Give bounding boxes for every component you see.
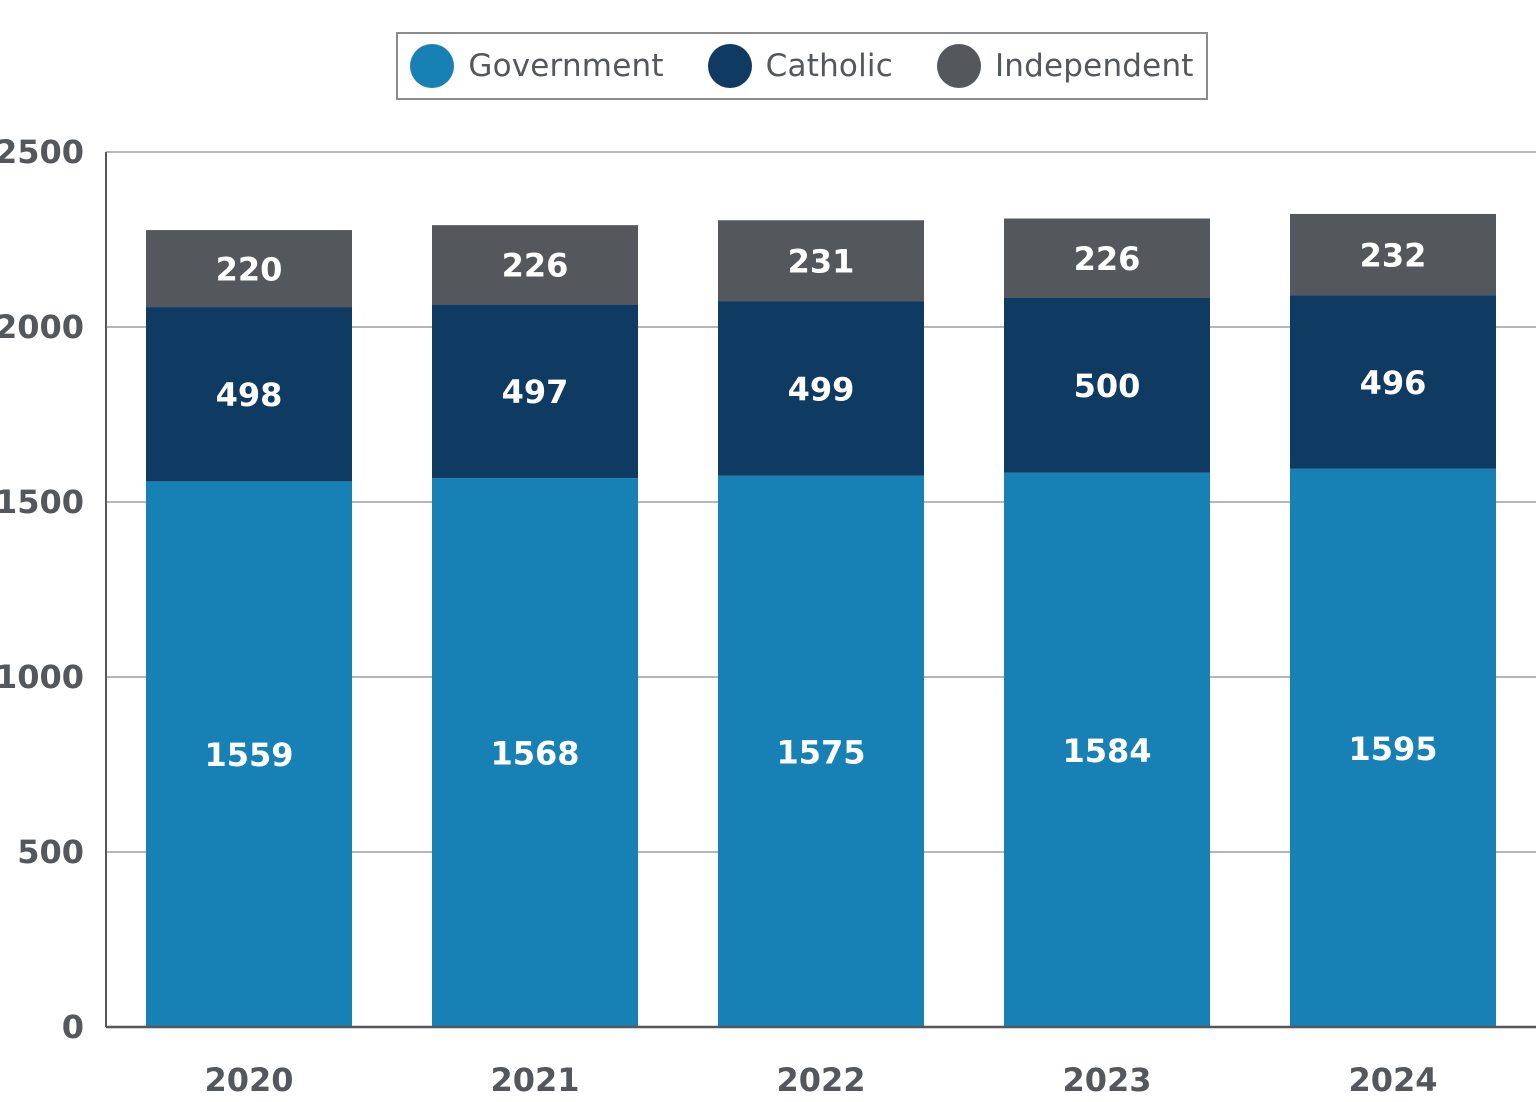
legend-swatch-independent: [936, 44, 981, 88]
axes: 0 500 1000 1500 2000 2500 2020 2021 2022 2023 2024: [0, 133, 1536, 1099]
data-label-independent-2022: 231: [788, 243, 855, 281]
data-label-independent-2024: 232: [1360, 237, 1427, 275]
y-tick-label-500: 500: [17, 833, 84, 871]
bar-government-2022: [718, 475, 924, 1027]
data-label-government-2024: 1595: [1348, 730, 1437, 768]
bar-catholic-2021: [432, 304, 638, 479]
y-tick-label-0: 0: [62, 1008, 84, 1046]
bars: [146, 213, 1496, 1028]
bar-catholic-2022: [718, 301, 924, 476]
data-label-government-2023: 1584: [1062, 732, 1151, 770]
data-label-government-2021: 1568: [490, 735, 579, 773]
bar-government-2021: [432, 478, 638, 1027]
bar-independent-2021: [432, 225, 638, 305]
x-tick-label-2020: 2020: [204, 1061, 293, 1099]
x-tick-label-2022: 2022: [776, 1061, 865, 1099]
legend-item-independent: Independent: [936, 44, 1194, 88]
x-tick-label-2021: 2021: [490, 1061, 579, 1099]
x-tick-label-2023: 2023: [1062, 1061, 1151, 1099]
data-label-independent-2020: 220: [216, 251, 283, 289]
bar-catholic-2023: [1004, 297, 1210, 473]
data-label-catholic-2021: 497: [502, 373, 569, 411]
data-label-government-2020: 1559: [204, 736, 293, 774]
data-label-catholic-2022: 499: [788, 370, 855, 408]
data-label-government-2022: 1575: [776, 733, 865, 771]
bar-independent-2023: [1004, 218, 1210, 298]
bar-independent-2020: [146, 230, 352, 308]
data-label-catholic-2024: 496: [1360, 364, 1427, 402]
bar-catholic-2020: [146, 307, 352, 482]
x-tick-label-2024: 2024: [1348, 1061, 1437, 1099]
bar-independent-2024: [1290, 213, 1496, 296]
data-label-catholic-2020: 498: [216, 376, 283, 414]
legend-swatch-government: [410, 44, 455, 88]
legend-label-independent: Independent: [994, 48, 1194, 84]
y-tick-label-1500: 1500: [0, 483, 84, 521]
bar-government-2020: [146, 481, 352, 1028]
bar-government-2024: [1290, 468, 1496, 1027]
y-tick-label-2000: 2000: [0, 308, 84, 346]
y-tick-label-2500: 2500: [0, 133, 84, 171]
data-label-independent-2023: 226: [1074, 240, 1141, 278]
legend-item-government: Government: [410, 44, 663, 88]
bar-government-2023: [1004, 472, 1210, 1028]
legend-swatch-catholic: [707, 44, 752, 88]
legend-label-government: Government: [468, 48, 664, 84]
y-tick-label-1000: 1000: [0, 658, 84, 696]
legend-label-catholic: Catholic: [765, 48, 893, 84]
data-label-independent-2021: 226: [502, 247, 569, 285]
bar-independent-2022: [718, 220, 924, 302]
data-labels: 1559 498 220 1568 497 226 1575 499 231 1584 500 226…: [204, 237, 1437, 775]
legend-item-catholic: Catholic: [707, 44, 893, 88]
bar-catholic-2024: [1290, 295, 1496, 469]
data-label-catholic-2023: 500: [1074, 367, 1141, 405]
chart-legend: Government Catholic Independent: [396, 32, 1208, 100]
